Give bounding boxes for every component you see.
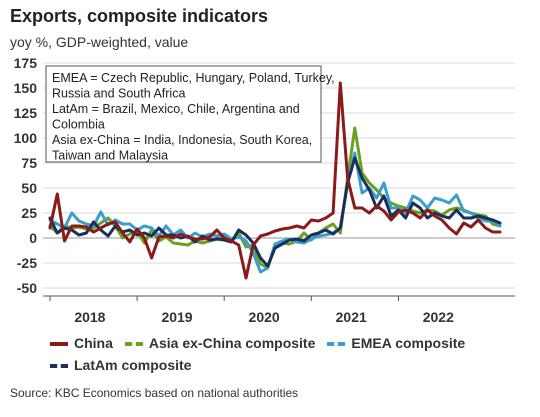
annotation-line: Taiwan and Malaysia: [52, 149, 168, 163]
legend-label-latam: LatAm composite: [74, 357, 192, 373]
x-tick-label: 2020: [249, 309, 280, 325]
legend-item-latam: LatAm composite: [50, 357, 191, 373]
annotation-line: Colombia: [52, 118, 105, 132]
y-tick-label: -25: [17, 255, 37, 271]
y-tick-label: 75: [21, 155, 37, 171]
y-tick-label: 150: [14, 80, 38, 96]
y-tick-label: 125: [14, 105, 38, 121]
legend-label-china: China: [74, 335, 113, 351]
x-tick-label: 2018: [74, 309, 105, 325]
legend-item-china: China: [50, 335, 113, 351]
annotation-line: LatAm = Brazil, Mexico, Chile, Argentina…: [52, 102, 300, 116]
legend-row-2: LatAm composite: [50, 354, 530, 376]
source-note: Source: KBC Economics based on national …: [10, 386, 299, 400]
chart-legend: China Asia ex-China composite EMEA compo…: [50, 332, 530, 376]
x-tick-label: 2019: [161, 309, 192, 325]
legend-item-asia: Asia ex-China composite: [124, 335, 316, 351]
legend-row-1: China Asia ex-China composite EMEA compo…: [50, 332, 530, 354]
annotation-line: Russia and South Africa: [52, 87, 185, 101]
annotation-box: [45, 65, 322, 163]
y-tick-label: -50: [17, 280, 37, 296]
chart-subtitle: yoy %, GDP-weighted, value: [10, 34, 189, 50]
series-line-emea-composite: [48, 151, 502, 274]
chart-title: Exports, composite indicators: [10, 6, 269, 26]
y-tick-label: 0: [29, 230, 37, 246]
legend-label-emea: EMEA composite: [351, 335, 466, 351]
legend-swatch-asia: [124, 342, 143, 346]
series-line-china: [48, 81, 502, 280]
y-tick-label: 100: [14, 130, 38, 146]
annotation-line: Asia ex-China = India, Indonesia, South …: [52, 133, 312, 147]
x-tick-label: 2022: [423, 309, 454, 325]
y-tick-label: 50: [21, 180, 37, 196]
x-tick-label: 2021: [336, 309, 367, 325]
annotation-line: EMEA = Czech Republic, Hungary, Poland, …: [52, 71, 335, 85]
legend-item-emea: EMEA composite: [327, 335, 465, 351]
legend-label-asia: Asia ex-China composite: [148, 335, 316, 351]
legend-swatch-emea: [327, 342, 346, 346]
legend-swatch-china: [50, 342, 68, 346]
legend-swatch-latam: [50, 364, 68, 368]
line-chart: -50 -25 0 25 50 75 100 125 150 175 2018 2019 2020 202…: [14, 55, 515, 325]
y-tick-label: 25: [21, 205, 37, 221]
y-tick-label: 175: [14, 55, 38, 71]
